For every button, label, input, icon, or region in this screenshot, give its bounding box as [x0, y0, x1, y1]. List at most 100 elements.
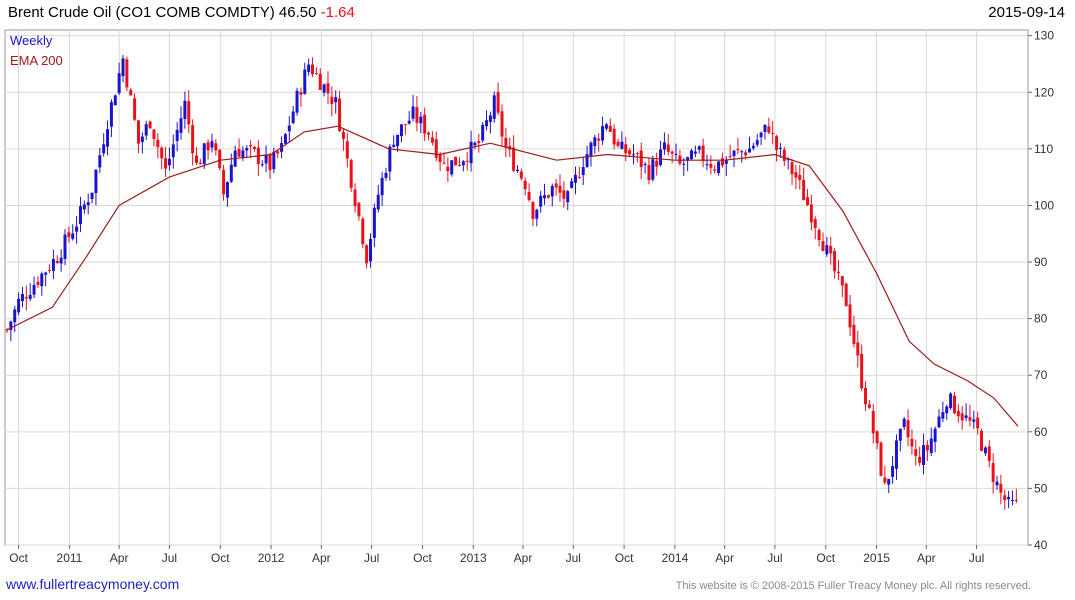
ema-200-line — [6, 125, 1019, 427]
candle-body — [689, 150, 693, 160]
chart-date: 2015-09-14 — [988, 4, 1065, 21]
candle-body — [999, 483, 1003, 493]
candle-body — [171, 144, 175, 158]
candle-body — [241, 150, 245, 159]
candle-body — [415, 107, 419, 123]
candle-body — [778, 147, 782, 149]
candle-body — [260, 164, 264, 166]
candle-body — [531, 202, 535, 219]
candle-body — [164, 158, 168, 169]
candle-body — [964, 415, 968, 419]
y-tick-label: 50 — [1034, 481, 1048, 495]
x-tick-label: Jul — [566, 551, 581, 565]
candle-body — [678, 155, 682, 164]
candle-body — [314, 73, 318, 75]
chart-header: Brent Crude Oil (CO1 COMB COMDTY) 46.50 … — [8, 4, 355, 21]
candle-body — [140, 136, 144, 142]
candle-body — [570, 181, 574, 188]
candle-body — [527, 191, 531, 200]
candle-body — [535, 209, 539, 219]
candle-body — [821, 241, 825, 252]
candle-body — [786, 158, 790, 161]
candle-body — [5, 329, 9, 331]
x-tick-label: Oct — [211, 551, 230, 565]
candle-body — [380, 177, 384, 196]
site-link[interactable]: www.fullertreacymoney.com — [6, 576, 180, 592]
candle-body — [430, 137, 434, 143]
candle-body — [423, 114, 427, 134]
candle-body — [937, 416, 941, 428]
candle-body — [222, 169, 226, 195]
copyright-text: This website is © 2008-2015 Fuller Treac… — [675, 580, 1031, 592]
candle-body — [287, 125, 291, 132]
x-tick-label: Oct — [413, 551, 432, 565]
x-tick-label: Apr — [312, 551, 331, 565]
price-chart: 40 50 60 70 80 90 100 110 120 130 Oct 2011 Apr Jul Oct… — [4, 29, 1054, 565]
candle-body — [264, 155, 268, 164]
candle-body — [960, 413, 964, 421]
candle-body — [214, 143, 218, 151]
candle-body — [515, 169, 519, 172]
candle-body — [51, 259, 55, 271]
candle-body — [253, 146, 257, 150]
candle-body — [372, 207, 376, 238]
x-tick-label: Jul — [767, 551, 782, 565]
candle-body — [848, 304, 852, 328]
candle-body — [78, 206, 82, 225]
candle-body — [744, 152, 748, 156]
candle-body — [136, 120, 140, 144]
candle-body — [972, 419, 976, 422]
candle-body — [763, 124, 767, 132]
candle-body — [434, 139, 438, 158]
candle-body — [338, 98, 342, 132]
candle-body — [334, 97, 338, 103]
candle-body — [798, 174, 802, 180]
y-tick-label: 110 — [1034, 142, 1053, 156]
x-tick-label: 2015 — [863, 551, 890, 565]
candle-body — [318, 73, 322, 90]
candle-body — [918, 456, 922, 463]
candle-body — [129, 89, 133, 96]
candle-body — [102, 144, 106, 154]
price-change: -1.64 — [320, 4, 355, 21]
candle-body — [720, 158, 724, 166]
candle-body — [952, 395, 956, 414]
candle-body — [523, 180, 527, 190]
candle-body — [894, 440, 898, 469]
candle-body — [353, 189, 357, 206]
candle-body — [724, 159, 728, 164]
candle-body — [713, 169, 717, 171]
candle-body — [817, 229, 821, 241]
candle-body — [187, 101, 191, 125]
candle-body — [183, 100, 187, 119]
candle-body — [442, 162, 446, 164]
candle-body — [813, 219, 817, 229]
candle-body — [566, 191, 570, 203]
candle-body — [446, 166, 450, 172]
candle-body — [345, 141, 349, 159]
candle-body — [987, 446, 991, 461]
candle-body — [450, 160, 454, 175]
x-tick-label: Jul — [162, 551, 177, 565]
candle-body — [852, 324, 856, 344]
candle-body — [419, 116, 423, 124]
candle-body — [28, 294, 32, 299]
candle-body — [465, 160, 469, 162]
legend-ema: EMA 200 — [10, 53, 63, 68]
candle-body — [782, 149, 786, 161]
candle-body — [121, 58, 125, 77]
candle-body — [295, 90, 299, 113]
candle-body — [291, 111, 295, 124]
y-tick-label: 90 — [1034, 255, 1048, 269]
candle-body — [875, 431, 879, 444]
candle-body — [376, 194, 380, 210]
candle-body — [152, 129, 156, 139]
candle-body — [349, 160, 353, 188]
candle-body — [229, 164, 233, 182]
candle-body — [71, 233, 75, 239]
candle-body — [589, 142, 593, 157]
candle-body — [9, 321, 13, 331]
candle-body — [697, 146, 701, 150]
candle-body — [24, 297, 28, 299]
candle-body — [63, 234, 67, 259]
